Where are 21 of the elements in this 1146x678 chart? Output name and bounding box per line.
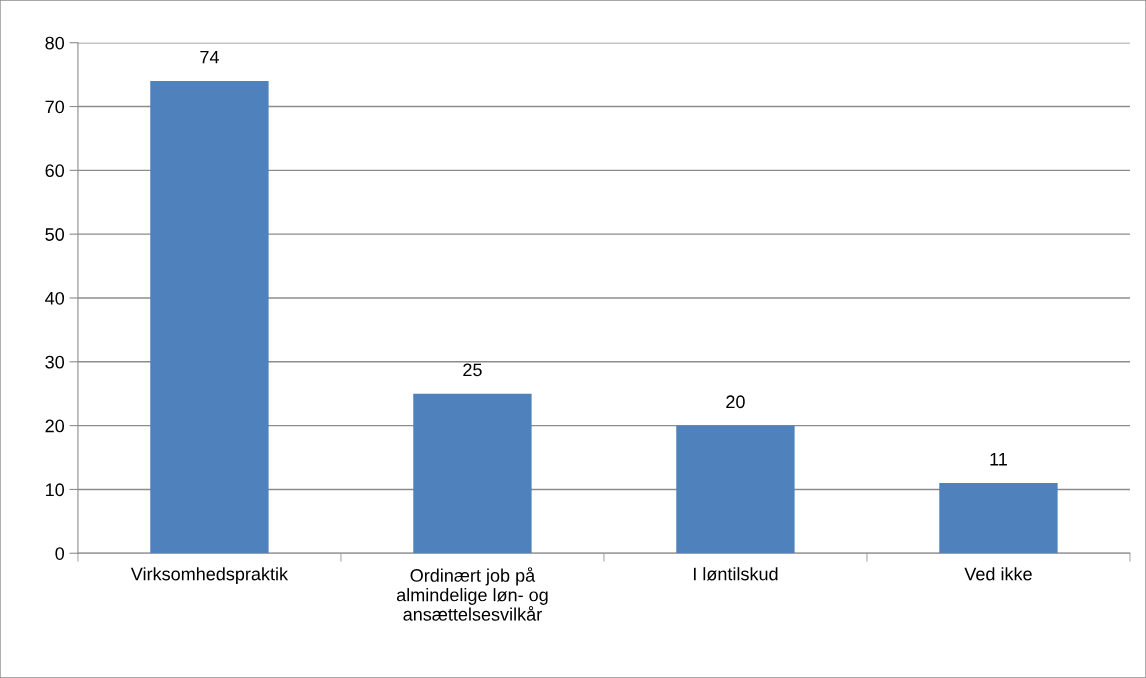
y-tick-label: 20: [45, 419, 65, 433]
y-tick-label: 30: [45, 355, 65, 369]
y-tick-label: 50: [45, 228, 65, 241]
bar: [413, 393, 532, 554]
y-tick-label: 70: [45, 100, 65, 114]
x-tick-label: Ved ikke: [964, 567, 1032, 581]
y-tick-label: 40: [45, 291, 65, 305]
bar: [939, 483, 1058, 554]
y-tick-label: 60: [45, 164, 65, 178]
y-tick-label: 0: [55, 547, 65, 560]
y-tick-label: 10: [46, 483, 65, 497]
data-label: 25: [463, 363, 482, 377]
bar: [150, 81, 269, 554]
data-label: 20: [726, 395, 745, 409]
bar: [676, 425, 795, 554]
data-label: 11: [990, 452, 1007, 466]
x-tick-label: Virksomhedspraktik: [130, 567, 289, 584]
y-tick-label: 80: [45, 36, 65, 50]
data-label: 74: [200, 50, 219, 64]
x-tick-label: Ordinært job på almindelige løn- og ansættelsesvilkår: [396, 567, 548, 621]
x-tick-label: I løntilskud: [693, 567, 778, 581]
